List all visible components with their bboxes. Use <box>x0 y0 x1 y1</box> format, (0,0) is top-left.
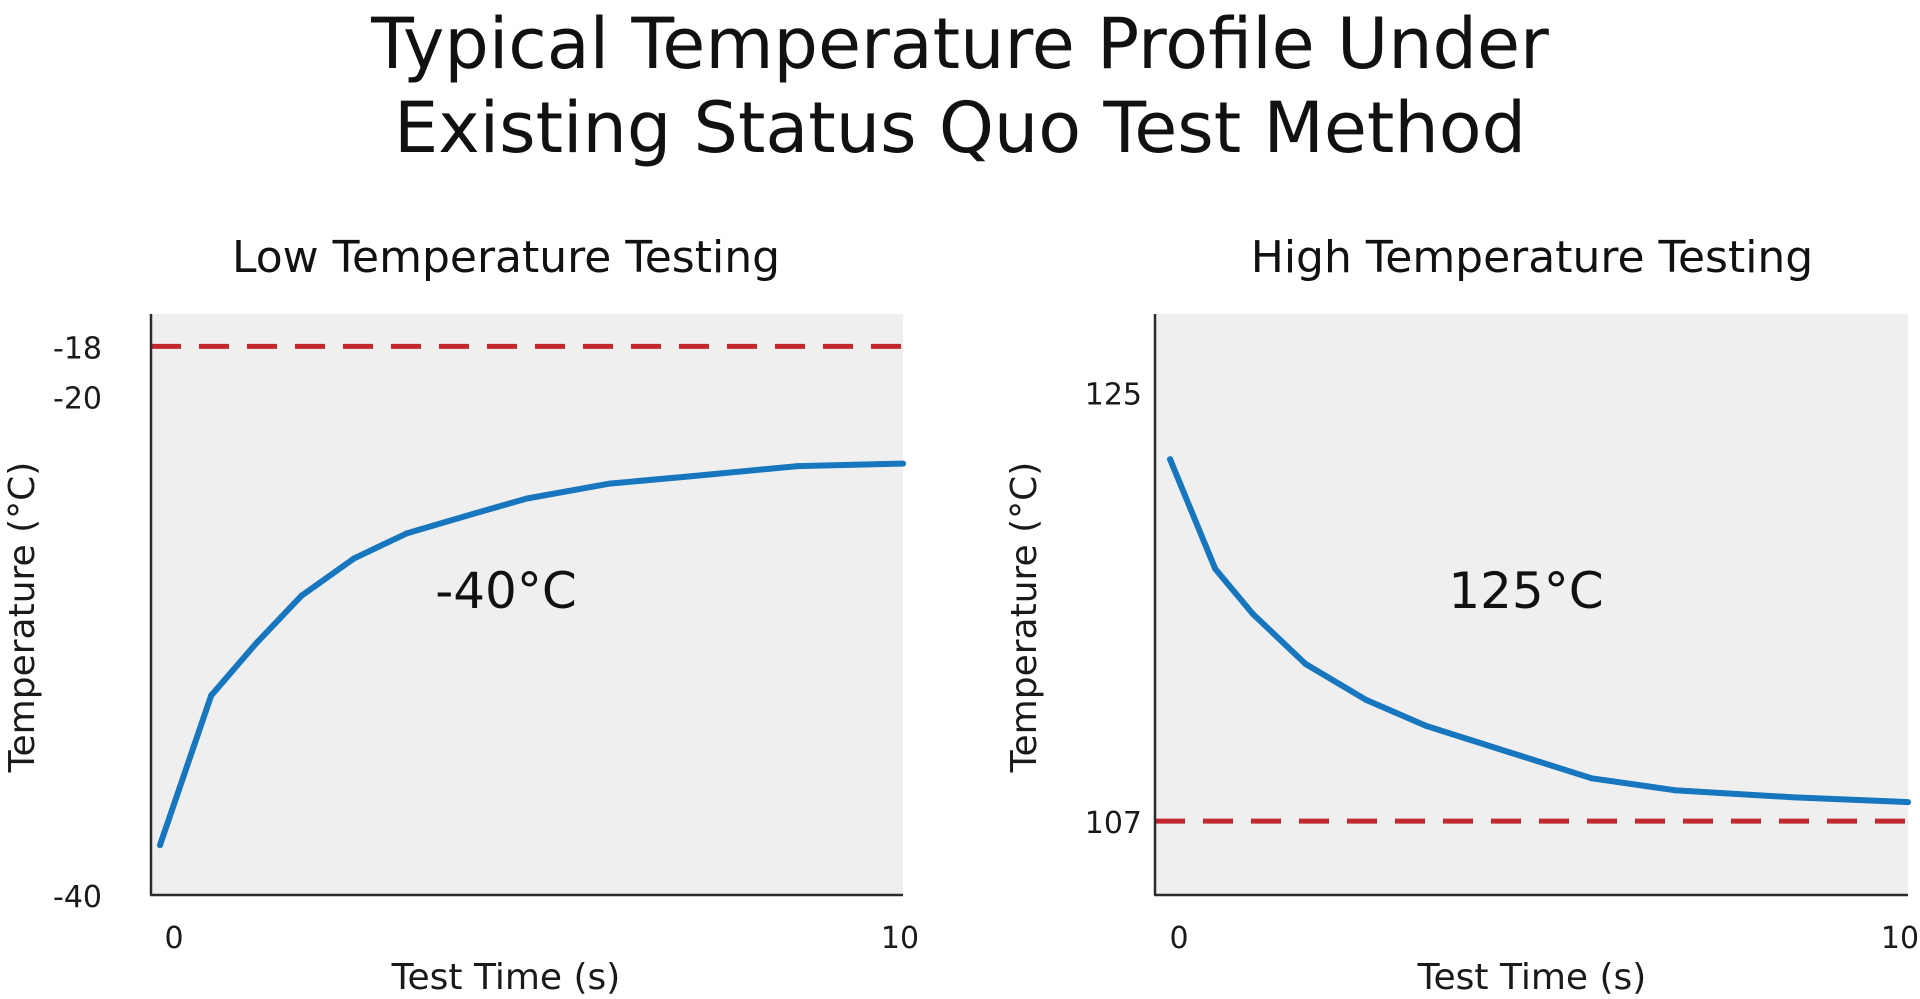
data-point <box>1212 565 1219 572</box>
chart-annotation: 125°C <box>1448 562 1603 620</box>
data-point <box>471 510 478 517</box>
x-tick-label: 0 <box>164 921 183 956</box>
data-point <box>253 640 260 647</box>
data-point <box>351 555 357 562</box>
data-point <box>157 842 163 849</box>
data-point <box>1362 696 1369 703</box>
data-point <box>1249 611 1256 617</box>
chart-annotation: -40°C <box>435 562 577 620</box>
y-tick-label: -18 <box>53 331 102 366</box>
data-point <box>524 495 530 502</box>
x-tick-label: 0 <box>1169 921 1188 956</box>
chart-title: High Temperature Testing <box>1251 232 1814 283</box>
data-point <box>298 592 305 599</box>
data-point <box>208 692 215 699</box>
data-point <box>1671 787 1678 794</box>
data-point <box>403 530 410 537</box>
data-point <box>1302 661 1309 667</box>
series-line <box>157 460 906 849</box>
y-tick-label: 125 <box>1085 378 1142 413</box>
title-line-1: Typical Temperature Profile Under <box>371 3 1549 85</box>
data-point <box>1905 799 1911 806</box>
y-axis-label: Temperature (°C) <box>1004 462 1045 774</box>
chart-high-temperature: High Temperature Testing 125 107 0 10 Test… <box>1004 232 1919 998</box>
y-tick-label: 107 <box>1085 806 1142 841</box>
data-point <box>689 473 696 480</box>
data-point <box>1792 794 1798 801</box>
y-tick-label: -40 <box>53 880 102 915</box>
data-point <box>1588 775 1595 782</box>
x-axis-label: Test Time (s) <box>391 957 621 998</box>
y-tick-label: -20 <box>53 381 102 416</box>
data-point <box>1423 722 1430 729</box>
chart-title: Low Temperature Testing <box>232 232 780 283</box>
x-tick-label: 10 <box>881 921 919 956</box>
data-point <box>900 460 906 467</box>
y-axis-label: Temperature (°C) <box>2 462 43 774</box>
data-point <box>606 480 613 487</box>
page-title: Typical Temperature Profile Under Existi… <box>0 2 1920 170</box>
title-line-2: Existing Status Quo Test Method <box>394 87 1526 169</box>
data-point <box>794 463 801 470</box>
x-axis-label: Test Time (s) <box>1417 957 1647 998</box>
plot-area <box>151 314 903 894</box>
data-point <box>1167 456 1174 463</box>
x-tick-label: 10 <box>1881 921 1919 956</box>
data-point <box>1505 749 1512 756</box>
chart-low-temperature: Low Temperature Testing -20 -18 -40 0 10 Te… <box>2 232 919 998</box>
